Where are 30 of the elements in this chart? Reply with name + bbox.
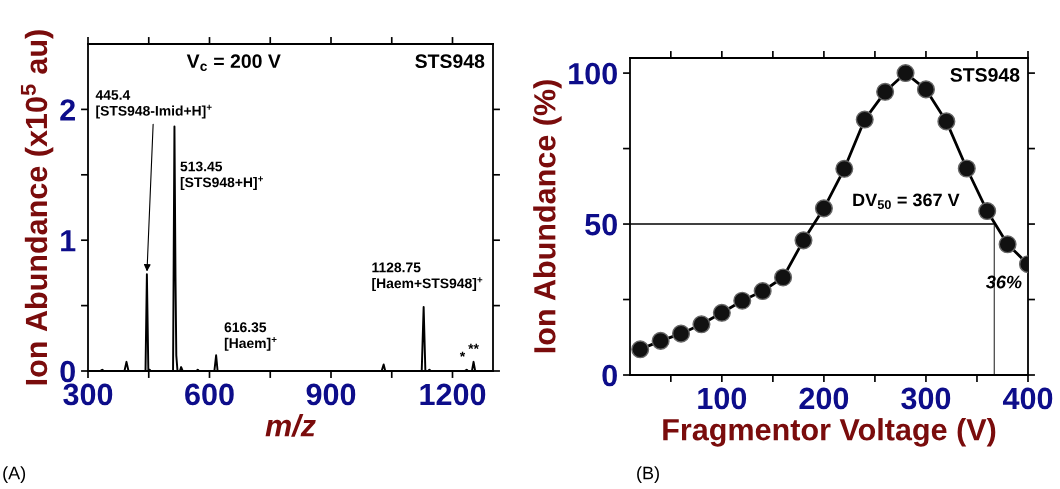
y-tick-label: 100 [569,62,617,85]
annotation: 445.4 [STS948-Imid+H]$^{+}$ [95,90,212,119]
annotation: 616.35 [Haem]$^{+}$ [224,322,277,351]
y-tick-label: 2 [60,99,75,121]
annotation: V$_{c}$ = 200 V [186,54,281,72]
annotation: * [459,351,466,357]
text: (A) [3,466,26,483]
y-tick-label: 0 [602,364,617,387]
x-tick-label: 900 [306,383,356,406]
annotation: 513.45 [STS948+H]$^{+}$ [180,161,263,190]
text: (B) [637,466,659,483]
chart-title: STS948 [415,54,485,69]
x-tick-label: 400 [1002,387,1053,410]
y-axis-title: Ion Abundance (x10$^{5}$ au) [20,30,54,385]
x-tick-label: 1200 [420,383,486,406]
x-tick-label: 600 [185,383,234,406]
x-tick-label: 100 [698,387,747,410]
x-tick-label: 200 [799,387,849,410]
y-axis-title: Ion Abundance (%) [533,80,562,353]
annotation: DV$_{50}$ = 367 V [853,193,960,210]
x-axis-title: m/z [265,414,316,437]
chart-title: STS948 [950,68,1020,82]
x-axis-title: Fragmentor Voltage (V) [663,418,996,447]
x-tick-label: 300 [901,387,951,410]
y-tick-label: 50 [585,213,617,236]
annotation: ** [468,343,479,350]
annotation: 1128.75 [Haem+STS948]$^{+}$ [372,262,483,291]
y-tick-label: 1 [61,230,76,252]
x-tick-label: 300 [63,383,113,406]
y-tick-label: 0 [60,360,75,383]
